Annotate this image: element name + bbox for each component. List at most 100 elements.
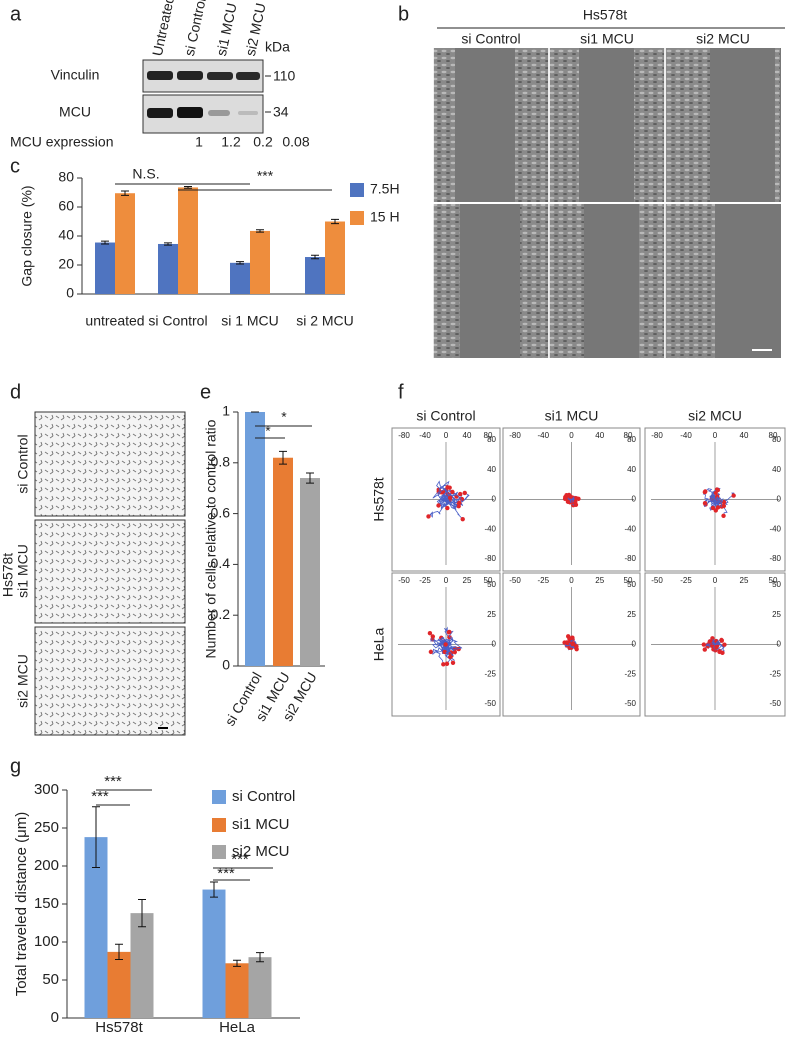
y-tick-label: 80 (772, 435, 781, 444)
annotation: *** (217, 865, 235, 882)
track-end (574, 644, 579, 649)
track-end (460, 516, 465, 522)
bar (130, 913, 154, 1018)
bar (248, 957, 272, 1018)
bar (115, 193, 135, 294)
track-end (715, 487, 721, 493)
unit: kDa (265, 39, 290, 55)
x-tick-label: -25 (419, 576, 431, 585)
annotation: N.S. (132, 166, 159, 182)
track-end (445, 485, 450, 490)
y-tick-label: 200 (34, 857, 59, 874)
y-tick-label: 0 (632, 495, 637, 504)
bar (84, 837, 108, 1018)
y-axis-label: Number of cells relative to control rati… (203, 419, 219, 658)
legend-swatch (212, 818, 226, 832)
x-tick-label: -50 (398, 576, 410, 585)
x-tick-label: -50 (509, 576, 521, 585)
error-bar (115, 943, 123, 960)
error-bar (306, 472, 314, 484)
legend-swatch (350, 211, 364, 225)
x-tick-label: -40 (419, 431, 431, 440)
x-tick-label: HeLa (219, 1019, 256, 1036)
track (714, 496, 725, 507)
y-tick-label: -80 (484, 554, 496, 563)
lane-label: si Control (181, 0, 209, 57)
track-end (452, 649, 457, 655)
panel-label: a (10, 3, 22, 25)
row-label: Vinculin (51, 67, 100, 83)
annotation: *** (257, 168, 274, 184)
stained-wells (34, 411, 186, 736)
cell-layer (665, 48, 710, 202)
cell-layer (775, 48, 780, 202)
row-label: si Control (15, 434, 31, 493)
y-tick-label: 0 (632, 640, 637, 649)
panel-label: d (10, 381, 21, 403)
marker: 34 (273, 104, 289, 120)
y-tick-label: 0 (51, 1009, 59, 1026)
track-end (457, 500, 462, 506)
track-end (564, 640, 570, 645)
x-tick-label: -25 (537, 576, 549, 585)
track (705, 488, 716, 502)
lane-label: si1 MCU (213, 2, 240, 58)
column-label: si Control (416, 408, 475, 424)
track-end (442, 649, 447, 655)
panel-label: f (398, 381, 404, 403)
column-label: si2 MCU (688, 408, 742, 424)
y-tick-label: 1 (222, 403, 230, 419)
y-tick-label: 40 (58, 227, 74, 243)
y-tick-label: 40 (772, 465, 781, 474)
track-end (462, 490, 467, 496)
track-end (565, 499, 571, 504)
panel-label: e (200, 381, 211, 403)
y-tick-label: 80 (487, 435, 496, 444)
track-end (428, 649, 434, 655)
error-bar (236, 261, 244, 265)
row-label: Hs578t (371, 477, 387, 521)
track (445, 630, 454, 645)
track-end (443, 642, 448, 647)
cell-layer (665, 204, 715, 358)
annotation: *** (91, 788, 109, 805)
track-end (721, 513, 726, 519)
y-tick-label: 40 (487, 465, 496, 474)
track-end (707, 639, 712, 644)
track-end (715, 494, 720, 499)
track-end (445, 505, 450, 511)
y-tick-label: 80 (58, 169, 74, 185)
legend-label: si1 MCU (232, 816, 290, 833)
track (445, 497, 458, 510)
track (432, 487, 448, 500)
error-bar (256, 229, 264, 233)
expression-value: 0.2 (253, 134, 273, 150)
legend-swatch (350, 183, 364, 197)
x-tick-label: 50 (769, 576, 778, 585)
x-tick-label: 50 (624, 576, 633, 585)
track-end (430, 634, 436, 639)
track-end (436, 503, 441, 508)
track-end (722, 642, 727, 647)
x-tick-label: si 1 MCU (221, 313, 279, 329)
x-tick-label: 0 (569, 576, 574, 585)
y-tick-label: 150 (34, 895, 59, 912)
track (436, 480, 447, 500)
y-tick-label: 0.2 (211, 606, 231, 622)
bar (273, 457, 293, 666)
legend-label: si2 MCU (232, 843, 290, 860)
y-tick-label: 0.8 (211, 454, 231, 470)
error-bar (121, 190, 129, 196)
x-tick-label: -80 (651, 431, 663, 440)
annotation: * (281, 409, 287, 425)
x-tick-label: 50 (484, 576, 493, 585)
error-bar (256, 952, 264, 963)
error-bar (138, 898, 146, 928)
error-bar (164, 242, 172, 246)
bar (245, 412, 265, 666)
track (710, 489, 718, 501)
annotation: * (265, 423, 271, 439)
track-end (447, 495, 453, 501)
